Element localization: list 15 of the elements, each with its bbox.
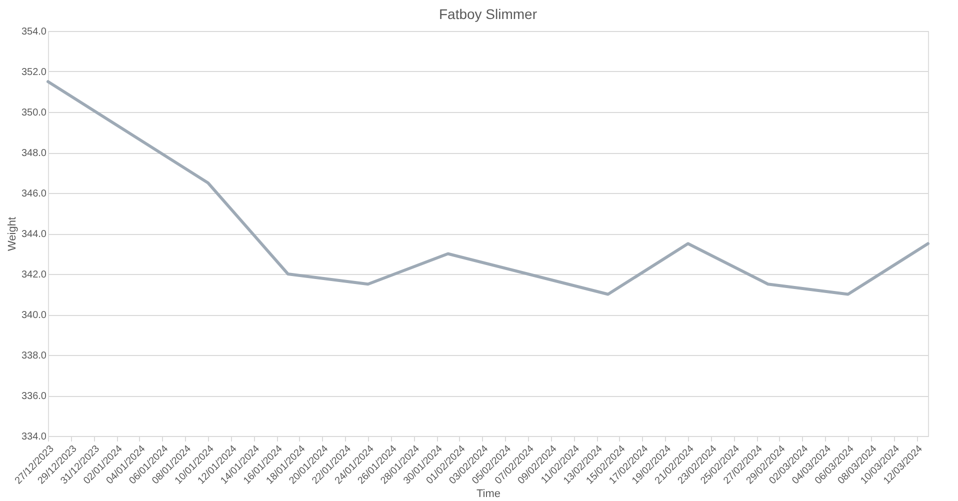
y-tick-label: 346.0: [21, 188, 47, 200]
y-tick-label: 336.0: [21, 391, 47, 402]
y-axis-title: Weight: [6, 216, 18, 252]
y-tick-label: 344.0: [21, 229, 47, 240]
y-tick-label: 354.0: [21, 26, 47, 38]
y-tick-label: 340.0: [21, 310, 47, 321]
x-axis-title: Time: [476, 488, 501, 500]
y-tick-label: 334.0: [21, 432, 47, 442]
line-series: [46, 80, 930, 296]
y-tick-label: 350.0: [21, 108, 47, 118]
y-tick-label: 338.0: [21, 350, 47, 362]
y-tick-label: 352.0: [21, 67, 47, 78]
chart-title: Fatboy Slimmer: [438, 6, 538, 22]
y-tick-label: 348.0: [21, 148, 47, 159]
y-tick-label: 342.0: [21, 270, 47, 280]
